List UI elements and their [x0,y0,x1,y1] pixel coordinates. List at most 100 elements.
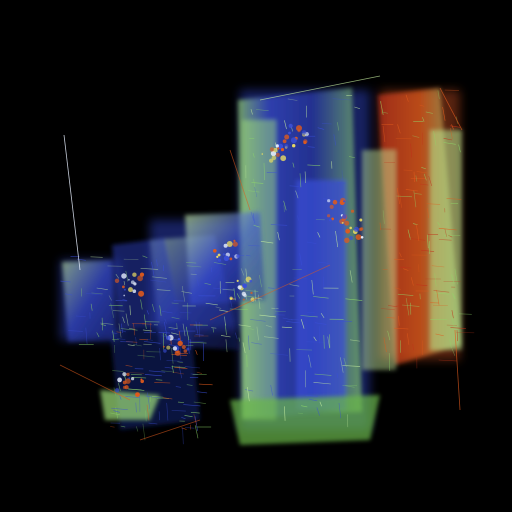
hot-speck [224,244,228,248]
hot-speck [281,148,284,151]
hot-speck [124,289,126,291]
hot-speck [128,377,130,379]
hatch-stroke [185,428,194,429]
hot-speck [345,229,350,234]
hot-speck [140,379,142,381]
hot-speck [122,372,126,376]
hot-speck [329,219,332,222]
hot-speck [115,388,119,392]
hot-speck [125,385,129,389]
hot-speck [343,200,345,202]
hot-speck [166,346,170,350]
hot-speck [276,153,280,157]
hot-speck [243,294,246,297]
hot-speck [173,346,177,350]
hot-speck [216,256,218,258]
hot-speck [227,241,233,247]
hot-speck [243,299,245,301]
hot-speck [166,336,171,341]
hot-speck [242,283,247,288]
hot-speck [218,254,221,257]
hot-speck [218,259,221,262]
hatch-stroke [197,372,202,374]
hot-speck [131,377,134,380]
hot-speck [133,289,137,293]
hot-speck [117,378,122,383]
hatch-stroke [197,392,207,393]
hot-speck [344,238,349,243]
hot-speck [186,348,189,351]
hot-speck [292,144,295,147]
hot-speck [288,132,291,135]
hot-speck [250,292,252,294]
hot-speck [298,129,301,132]
hot-speck [327,199,330,202]
hatch-stroke [199,384,213,385]
hot-speck [178,338,180,340]
hatch-stroke [239,338,240,342]
hot-speck [340,198,346,204]
hot-speck [262,153,264,155]
hot-speck [344,221,349,226]
hot-speck [276,144,279,147]
hot-speck [213,249,217,253]
hot-speck [163,349,167,353]
hatch-stroke [439,360,457,361]
hot-speck [237,280,239,282]
hot-speck [182,345,186,349]
hot-speck [302,130,307,135]
hot-speck [361,236,364,239]
hot-speck [184,349,188,353]
hot-speck [238,285,242,289]
hot-speck [356,234,362,240]
hot-speck [349,227,352,230]
hot-speck [128,287,133,292]
hot-speck [223,253,225,255]
hot-speck [178,341,183,346]
hot-speck [289,124,293,128]
hot-speck [122,286,125,289]
hot-speck [163,346,165,348]
hot-speck [233,242,238,247]
hot-speck [284,135,289,140]
hot-speck [351,210,354,213]
hot-speck [359,219,362,222]
hot-speck [224,256,229,261]
hot-speck [138,291,144,297]
hot-speck [283,139,287,143]
hot-speck [115,279,119,283]
hatch-stroke [110,426,114,427]
hot-speck [233,240,235,242]
hot-speck [269,159,273,163]
hot-speck [236,255,239,258]
hot-speck [280,155,286,161]
hot-speck [132,273,136,277]
hot-speck [229,297,232,300]
hot-speck [360,227,363,230]
hot-speck [303,139,307,143]
hot-speck [342,222,344,224]
hot-speck [230,258,233,261]
hot-speck [128,279,130,281]
hatch-stroke [91,257,103,258]
hot-speck [126,373,129,376]
hot-speck [342,214,347,219]
hot-speck [136,393,139,396]
hot-speck [327,214,330,217]
hot-speck [354,227,359,232]
hot-speck [333,200,338,205]
hatch-stroke [196,350,198,355]
hot-speck [133,282,136,285]
hot-speck [291,137,297,143]
hot-speck [121,273,126,278]
hot-speck [277,147,279,149]
hot-speck [270,147,274,151]
hot-speck [123,381,127,385]
hot-speck [349,236,353,240]
hot-speck [285,144,289,148]
hot-speck [330,205,334,209]
hatch-stroke [183,428,184,445]
hot-speck [137,275,143,281]
hot-speck [123,295,125,297]
